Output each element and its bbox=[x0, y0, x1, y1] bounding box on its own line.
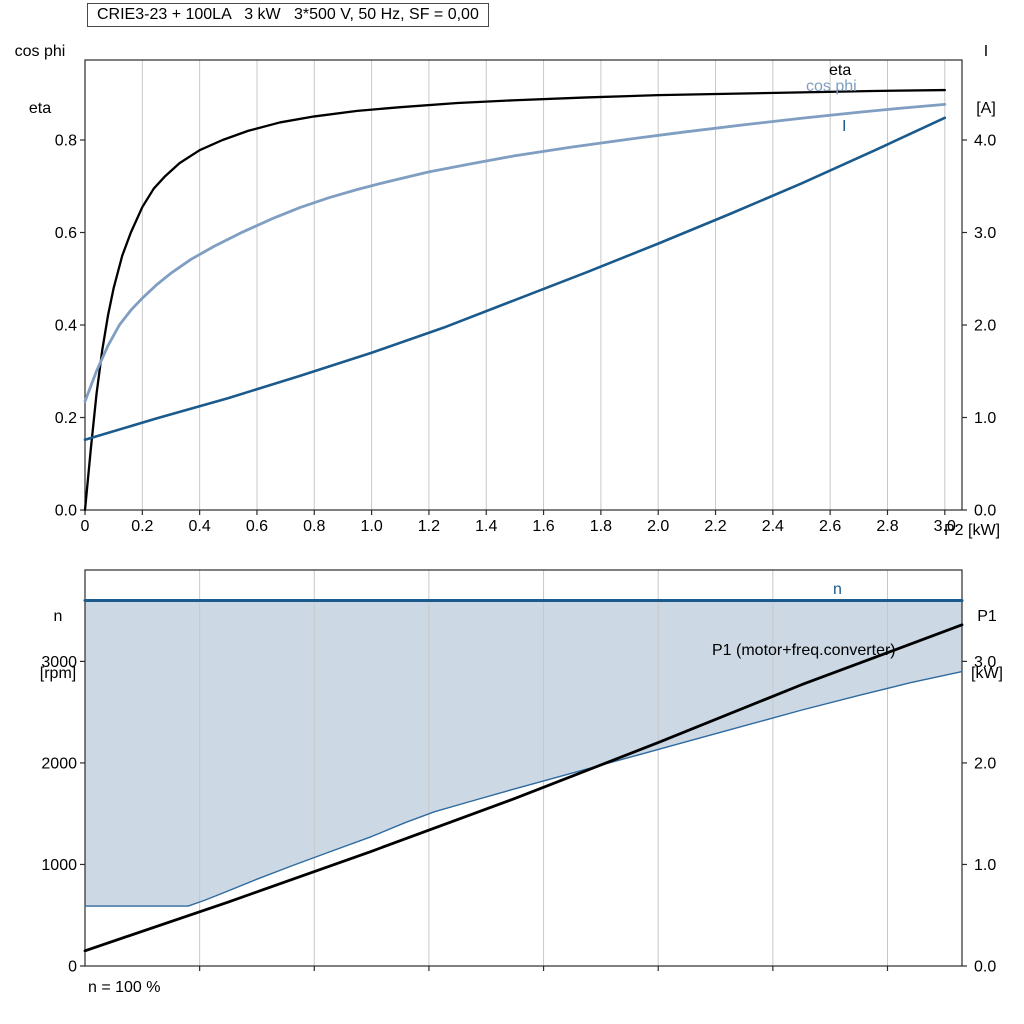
svg-text:3.0: 3.0 bbox=[974, 225, 996, 242]
bottom-chart-right-axis-title: P1 [kW] bbox=[956, 569, 1018, 721]
cos-phi-curve-label: cos phi bbox=[806, 78, 857, 95]
svg-text:2.0: 2.0 bbox=[974, 318, 996, 335]
eta-curve-label: eta bbox=[829, 62, 852, 79]
speed-curve-label: n bbox=[833, 581, 842, 598]
power-axis-title: P1 bbox=[977, 608, 997, 625]
svg-text:0.8: 0.8 bbox=[303, 518, 325, 535]
svg-text:4.0: 4.0 bbox=[974, 133, 996, 150]
speed-percent-annotation: n = 100 % bbox=[88, 979, 161, 996]
speed-axis-unit: [rpm] bbox=[39, 665, 77, 682]
svg-text:2.6: 2.6 bbox=[819, 518, 841, 535]
bottom-chart-left-axis-title: n [rpm] bbox=[24, 569, 92, 721]
top-chart-left-axis-title: cos phi eta bbox=[4, 4, 76, 156]
right-axis-title-current: I bbox=[983, 43, 989, 60]
svg-text:2000: 2000 bbox=[41, 755, 77, 772]
svg-text:1.4: 1.4 bbox=[475, 518, 497, 535]
svg-text:3.0: 3.0 bbox=[934, 518, 956, 535]
power-axis-unit: [kW] bbox=[971, 665, 1003, 682]
svg-text:2.0: 2.0 bbox=[974, 755, 996, 772]
svg-text:1.0: 1.0 bbox=[974, 857, 996, 874]
svg-text:0: 0 bbox=[81, 518, 90, 535]
svg-text:0.2: 0.2 bbox=[55, 410, 77, 427]
svg-text:3000: 3000 bbox=[41, 654, 77, 671]
x-axis-label: P2 [kW] bbox=[944, 522, 1001, 539]
speed-axis-title: n bbox=[53, 608, 63, 625]
svg-text:2.0: 2.0 bbox=[647, 518, 669, 535]
top-chart-right-axis-title: I [A] bbox=[958, 4, 1014, 156]
svg-text:0: 0 bbox=[68, 959, 77, 976]
svg-text:1.6: 1.6 bbox=[532, 518, 554, 535]
svg-text:0.2: 0.2 bbox=[131, 518, 153, 535]
svg-text:0.4: 0.4 bbox=[189, 518, 211, 535]
svg-text:2.8: 2.8 bbox=[876, 518, 898, 535]
right-axis-title-unit: [A] bbox=[976, 100, 996, 117]
svg-text:0.0: 0.0 bbox=[974, 503, 996, 520]
svg-text:0.4: 0.4 bbox=[55, 318, 77, 335]
svg-text:2.4: 2.4 bbox=[762, 518, 784, 535]
chart-title: CRIE3-23 + 100LA 3 kW 3*500 V, 50 Hz, SF… bbox=[87, 3, 489, 27]
svg-text:2.2: 2.2 bbox=[704, 518, 726, 535]
left-axis-title-cosphi: cos phi bbox=[14, 43, 66, 60]
svg-text:0.0: 0.0 bbox=[974, 959, 996, 976]
svg-text:1000: 1000 bbox=[41, 857, 77, 874]
p1-curve-label: P1 (motor+freq.converter) bbox=[712, 642, 896, 659]
svg-text:1.0: 1.0 bbox=[974, 410, 996, 427]
left-axis-title-eta: eta bbox=[28, 100, 52, 117]
svg-text:0.6: 0.6 bbox=[55, 225, 77, 242]
current-curve-label: I bbox=[842, 118, 847, 135]
svg-text:0.8: 0.8 bbox=[55, 133, 77, 150]
svg-text:1.8: 1.8 bbox=[590, 518, 612, 535]
svg-text:3.0: 3.0 bbox=[974, 654, 996, 671]
svg-text:0.0: 0.0 bbox=[55, 503, 77, 520]
svg-text:0.6: 0.6 bbox=[246, 518, 268, 535]
svg-text:1.0: 1.0 bbox=[360, 518, 382, 535]
svg-text:1.2: 1.2 bbox=[418, 518, 440, 535]
